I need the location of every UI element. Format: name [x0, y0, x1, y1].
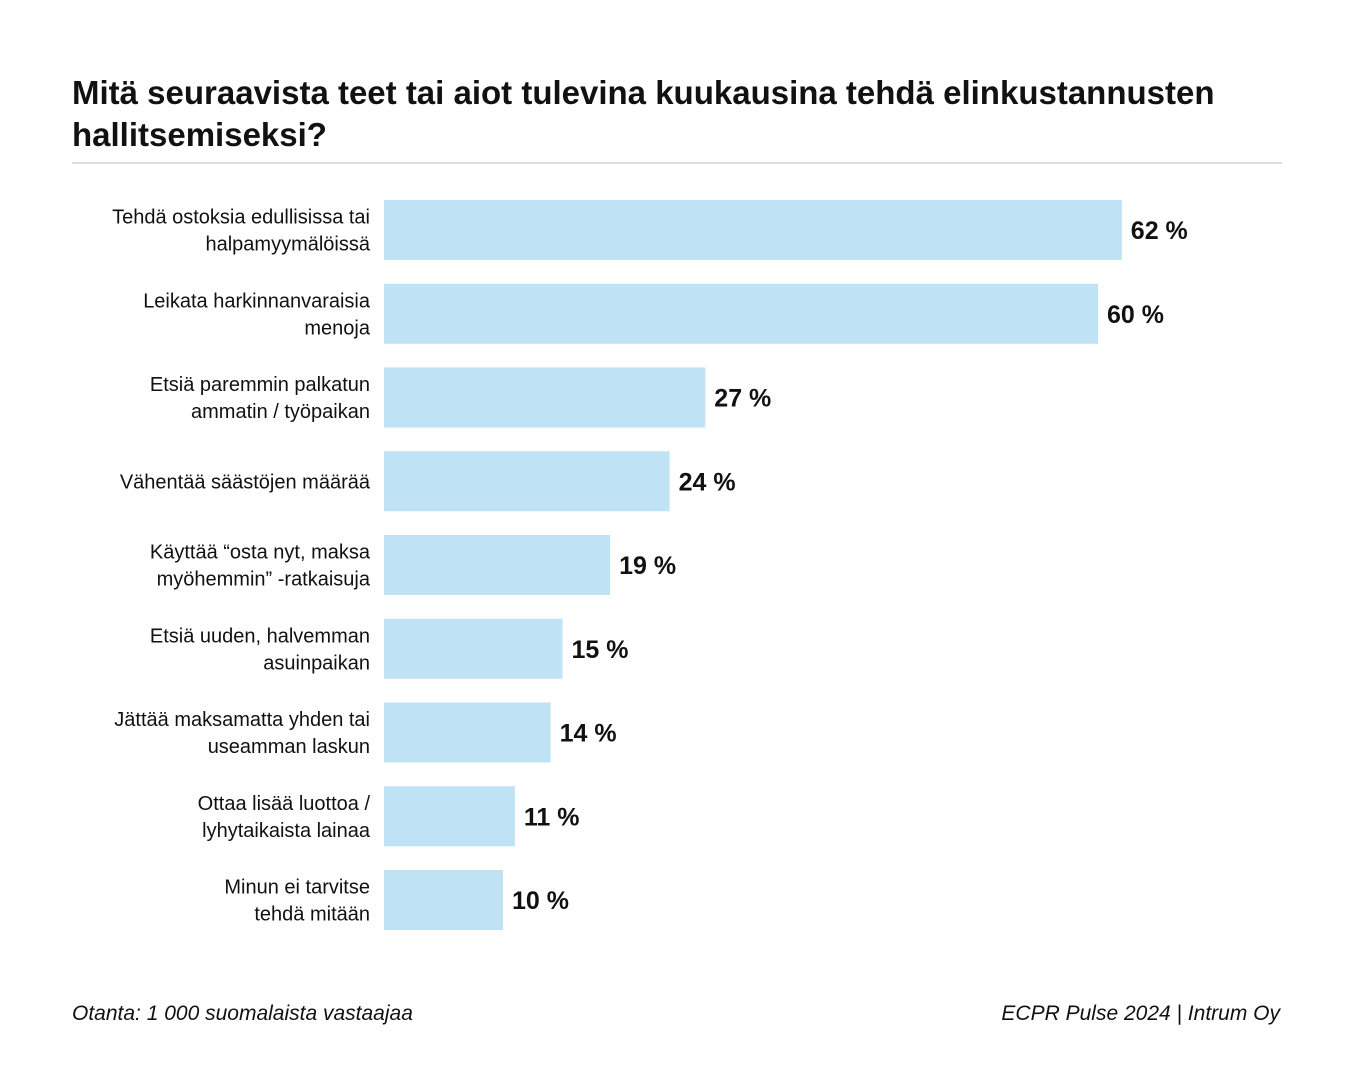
category-label-line: Leikata harkinnanvaraisia	[143, 290, 371, 312]
category-label-line: Minun ei tarvitse	[224, 877, 370, 899]
category-label: Leikata harkinnanvaraisia menoja	[143, 290, 371, 339]
bar	[384, 870, 503, 930]
category-label-line: Ottaa lisää luottoa /	[198, 793, 371, 815]
category-label-line: Jättää maksamatta yhden tai	[114, 709, 370, 731]
category-label: Etsiä uuden, halvemman asuinpaikan	[150, 625, 370, 674]
value-label: 11 %	[524, 803, 580, 831]
category-label: Vähentää säästöjen määrää	[120, 471, 371, 493]
category-label-line: lyhytaikaista lainaa	[202, 820, 371, 842]
bar	[384, 367, 706, 428]
category-label-line: Vähentää säästöjen määrää	[120, 471, 371, 493]
category-label-line: Tehdä ostoksia edullisissa tai	[112, 207, 370, 229]
bar	[384, 535, 611, 595]
category-label-line: tehdä mitään	[254, 904, 370, 926]
category-label-line: useamman laskun	[208, 736, 370, 758]
category-label: Käyttää “osta nyt, maksa myöhemmin” -ratk…	[150, 542, 371, 591]
bar	[384, 702, 551, 763]
value-label: 62 %	[1131, 217, 1188, 245]
value-label: 27 %	[714, 385, 771, 413]
category-label: Ottaa lisää luottoa / lyhytaikaista laina…	[198, 793, 371, 842]
value-label: 19 %	[619, 552, 676, 580]
bar	[384, 618, 563, 679]
category-label-line: halpamyymälöissä	[205, 234, 370, 256]
value-label: 60 %	[1107, 301, 1164, 329]
category-label: Tehdä ostoksia edullisissa tai halpamyymä…	[112, 207, 371, 256]
value-label: 24 %	[679, 468, 736, 496]
chart-title: Mitä seuraavista teet tai aiot tulevina …	[72, 74, 1215, 153]
category-label: Jättää maksamatta yhden tai useamman lask…	[114, 709, 370, 758]
value-label: 14 %	[560, 720, 617, 748]
bar	[384, 283, 1098, 344]
bar	[384, 786, 515, 847]
category-label-line: asuinpaikan	[263, 652, 370, 674]
category-label-line: Etsiä paremmin palkatun	[150, 374, 370, 396]
category-label: Etsiä paremmin palkatun ammatin / työpaik…	[150, 374, 370, 423]
category-label-line: ammatin / työpaikan	[191, 401, 370, 423]
category-label: Minun ei tarvitse tehdä mitään	[224, 877, 370, 926]
sample-note: Otanta: 1 000 suomalaista vastaajaa	[72, 1002, 413, 1025]
value-label: 15 %	[572, 636, 629, 664]
bar	[384, 451, 670, 512]
source-note: ECPR Pulse 2024 | Intrum Oy	[1001, 1002, 1280, 1025]
bar	[384, 200, 1122, 260]
title-divider	[72, 162, 1282, 164]
category-label-line: myöhemmin” -ratkaisuja	[157, 569, 371, 591]
category-label-line: Käyttää “osta nyt, maksa	[150, 542, 371, 564]
category-label-line: menoja	[304, 317, 370, 339]
category-label-line: Etsiä uuden, halvemman	[150, 625, 370, 647]
value-label: 10 %	[512, 887, 569, 915]
